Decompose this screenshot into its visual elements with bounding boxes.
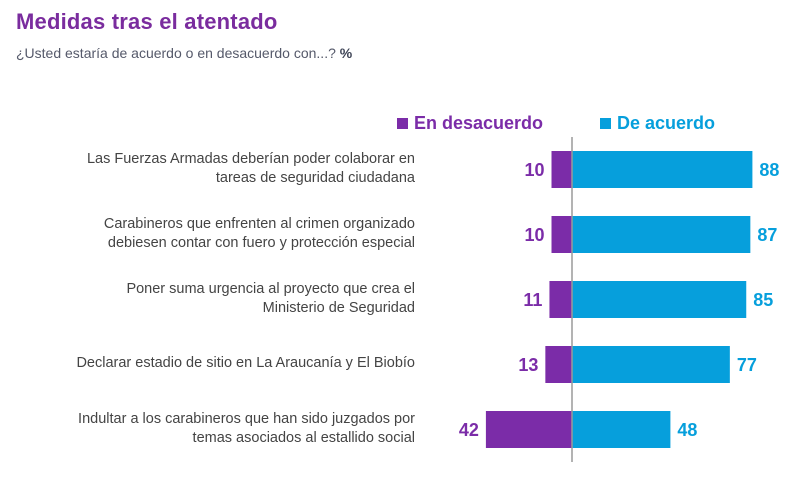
- bar-en-desacuerdo: [551, 216, 572, 253]
- data-label-en-desacuerdo: 11: [523, 290, 542, 310]
- bar-en-desacuerdo: [485, 411, 572, 448]
- category-label-line: Declarar estadio de sitio en La Araucaní…: [76, 355, 415, 371]
- data-label-de-acuerdo: 87: [757, 225, 777, 245]
- bar-en-desacuerdo: [549, 281, 572, 318]
- bar-en-desacuerdo: [545, 346, 572, 383]
- legend-swatch-en-desacuerdo: [397, 118, 408, 129]
- chart-title: Medidas tras el atentado: [16, 9, 278, 34]
- legend-item-de-acuerdo: De acuerdo: [600, 113, 715, 134]
- legend-item-en-desacuerdo: En desacuerdo: [397, 113, 543, 134]
- category-label-line: temas asociados al estallido social: [192, 429, 415, 446]
- bar-de-acuerdo: [572, 346, 730, 383]
- category-label: Poner suma urgencia al proyecto que crea…: [15, 280, 415, 318]
- bar-en-desacuerdo: [551, 151, 572, 188]
- data-label-en-desacuerdo: 42: [459, 420, 479, 440]
- legend-label-de-acuerdo: De acuerdo: [617, 113, 716, 133]
- bar-de-acuerdo: [572, 281, 747, 318]
- category-label-line: Indultar a los carabineros que han sido …: [78, 410, 415, 427]
- category-label-line: Poner suma urgencia al proyecto que crea…: [126, 280, 415, 297]
- category-label: Declarar estadio de sitio en La Araucaní…: [15, 354, 415, 373]
- category-label-line: Carabineros que enfrenten al crimen orga…: [103, 215, 415, 232]
- unit-label: %: [339, 45, 353, 61]
- data-label-de-acuerdo: 88: [759, 160, 779, 180]
- data-label-en-desacuerdo: 10: [524, 225, 544, 245]
- legend-label-en-desacuerdo: En desacuerdo: [414, 113, 544, 133]
- legend-swatch-de-acuerdo: [600, 118, 611, 129]
- category-label: Las Fuerzas Armadas deberían poder colab…: [15, 150, 415, 188]
- category-label-line: Las Fuerzas Armadas deberían poder colab…: [86, 150, 415, 167]
- data-label-de-acuerdo: 85: [753, 290, 773, 310]
- data-label-de-acuerdo: 48: [677, 420, 697, 440]
- category-label: Indultar a los carabineros que han sido …: [15, 410, 415, 448]
- category-label-line: debiesen contar con fuero y protección e…: [107, 234, 415, 251]
- category-label: Carabineros que enfrenten al crimen orga…: [15, 215, 415, 253]
- category-label-line: Ministerio de Seguridad: [262, 299, 415, 316]
- data-label-en-desacuerdo: 10: [524, 160, 544, 180]
- bar-de-acuerdo: [572, 411, 671, 448]
- category-label-line: tareas de seguridad ciudadana: [215, 169, 415, 186]
- bar-de-acuerdo: [572, 151, 753, 188]
- data-label-en-desacuerdo: 13: [518, 355, 538, 375]
- data-label-de-acuerdo: 77: [737, 355, 757, 375]
- chart-subtitle: ¿Usted estaría de acuerdo o en desacuerd…: [16, 45, 352, 61]
- subtitle-text: ¿Usted estaría de acuerdo o en desacuerd…: [16, 45, 336, 61]
- bar-de-acuerdo: [572, 216, 751, 253]
